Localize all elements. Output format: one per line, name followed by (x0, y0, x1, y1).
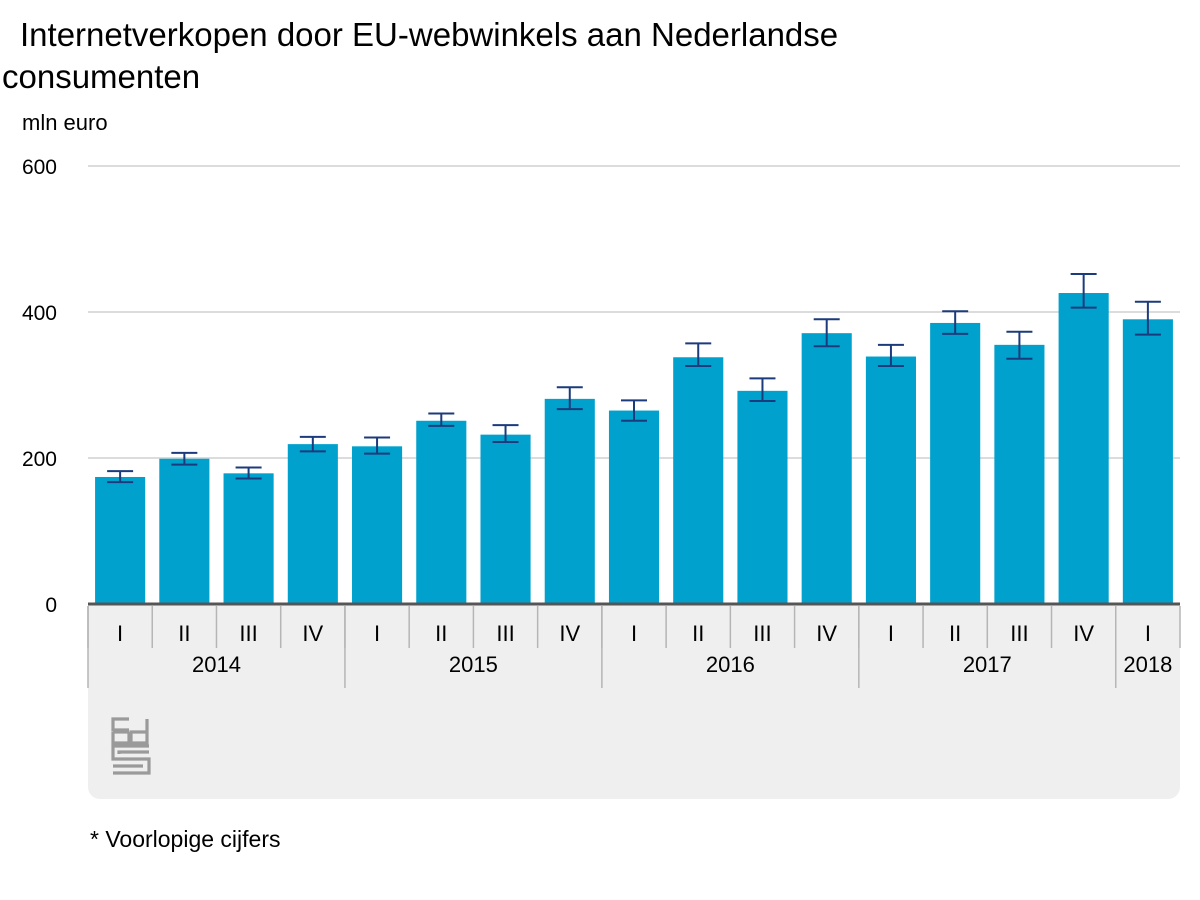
bar (1058, 293, 1109, 604)
error-bar (299, 435, 326, 453)
error-bars (107, 273, 1161, 484)
x-tick-label: I (888, 621, 894, 646)
bar (673, 357, 724, 604)
x-tick-label: II (949, 621, 961, 646)
error-bar (1134, 300, 1161, 336)
error-bar (685, 342, 712, 368)
chart-title-line-1: Internetverkopen door EU-webwinkels aan … (20, 16, 839, 53)
error-bar (1070, 273, 1097, 309)
error-bar (877, 343, 904, 368)
bar (159, 458, 210, 604)
year-label: 2015 (449, 652, 498, 677)
bar (801, 333, 852, 604)
x-tick-label: II (692, 621, 704, 646)
y-tick-label: 200 (22, 448, 57, 471)
error-bar (749, 377, 776, 403)
x-tick-label: IV (1073, 621, 1094, 646)
x-tick-label: II (435, 621, 447, 646)
x-tick-label: II (178, 621, 190, 646)
bar (352, 446, 403, 604)
bars (95, 293, 1173, 604)
year-label: 2017 (963, 652, 1012, 677)
x-tick-label: I (374, 621, 380, 646)
x-tick-label: I (1145, 621, 1151, 646)
bar (544, 398, 595, 604)
error-bar (942, 310, 969, 335)
error-bar (1006, 330, 1033, 360)
bar (95, 476, 146, 604)
bar (1122, 319, 1173, 604)
bar (608, 410, 660, 604)
bar (930, 322, 981, 604)
footnote: * Voorlopige cijfers (90, 826, 281, 852)
error-bar (107, 470, 134, 484)
x-tick-label: III (753, 621, 771, 646)
error-bar (621, 399, 647, 422)
x-tick-label: IV (302, 621, 323, 646)
y-tick-label: 0 (45, 594, 57, 617)
year-label: 2018 (1123, 652, 1172, 677)
error-bar (364, 436, 391, 455)
category-axis-panel-top (88, 603, 1180, 623)
cbs-logo (111, 717, 151, 775)
y-tick-labels: 0 200 400 600 (22, 156, 57, 617)
year-label: 2014 (192, 652, 241, 677)
bar (480, 434, 531, 604)
x-tick-label: I (631, 621, 637, 646)
x-tick-label: IV (816, 621, 837, 646)
bar (737, 390, 788, 604)
x-tick-label: III (239, 621, 257, 646)
x-tick-label: I (117, 621, 123, 646)
bar (865, 356, 916, 604)
y-tick-label: 600 (22, 156, 57, 179)
error-bar (171, 451, 198, 466)
y-axis-unit-label: mln euro (22, 110, 108, 135)
bar (416, 420, 467, 604)
error-bar (428, 412, 455, 427)
error-bar (556, 386, 583, 411)
bar (223, 473, 274, 604)
chart-title-line-2: consumenten (2, 58, 201, 95)
bar (287, 444, 338, 604)
bar (994, 344, 1045, 604)
x-tick-label: III (496, 621, 514, 646)
error-bar (235, 466, 262, 480)
x-tick-label: III (1010, 621, 1028, 646)
error-bar (813, 318, 840, 348)
category-axis-panel (88, 603, 1180, 799)
error-bar (492, 424, 519, 443)
x-tick-label: IV (559, 621, 580, 646)
chart-title: Internetverkopen door EU-webwinkels aan … (0, 14, 900, 98)
y-tick-label: 400 (22, 302, 57, 325)
year-label: 2016 (706, 652, 755, 677)
